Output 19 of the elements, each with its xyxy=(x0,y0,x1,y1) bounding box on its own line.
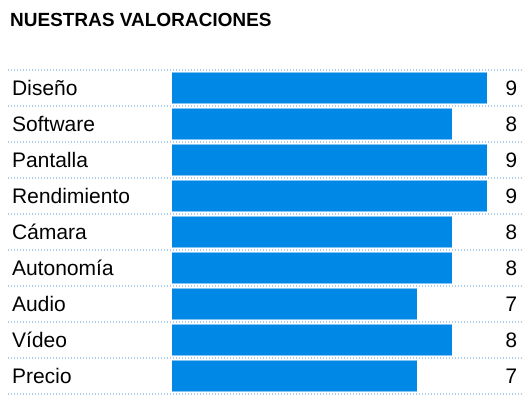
y-tick-label: Software xyxy=(12,113,95,136)
data-label: 8 xyxy=(505,329,517,352)
y-tick-label: Rendimiento xyxy=(12,185,130,208)
data-label: 7 xyxy=(505,365,517,388)
data-label: 9 xyxy=(505,185,517,208)
y-tick-label: Pantalla xyxy=(12,149,88,172)
y-tick-label: Diseño xyxy=(12,77,78,100)
data-label: 8 xyxy=(505,221,517,244)
y-tick-label: Precio xyxy=(12,365,72,388)
y-tick-label: Autonomía xyxy=(12,257,114,280)
data-label: 8 xyxy=(505,113,517,136)
chart-title: NUESTRAS VALORACIONES xyxy=(10,10,272,31)
data-label: 9 xyxy=(505,149,517,172)
y-tick-label: Cámara xyxy=(12,221,88,244)
data-label: 8 xyxy=(505,257,517,280)
y-tick-label: Audio xyxy=(12,293,66,316)
data-label: 7 xyxy=(505,293,517,316)
data-label: 9 xyxy=(505,77,517,100)
y-tick-label: Vídeo xyxy=(12,329,67,352)
